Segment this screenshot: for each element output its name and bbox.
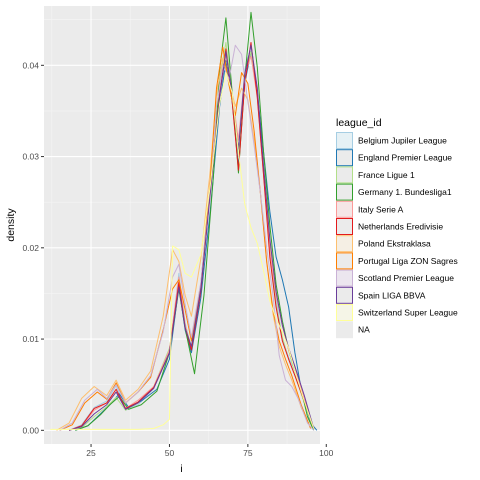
x-tick-label: 25 — [86, 448, 96, 458]
legend-key — [336, 235, 353, 253]
series-lines — [50, 11, 318, 431]
x-tick-label: 75 — [243, 448, 253, 458]
legend-key — [336, 166, 353, 184]
series-line-6 — [56, 57, 312, 431]
series-line-10 — [50, 72, 315, 430]
legend: league_id Belgium Jupiler League England … — [336, 117, 458, 339]
grid-lines — [44, 6, 327, 444]
legend-label: Belgium Jupiler League — [358, 136, 447, 146]
series-line-2 — [68, 42, 315, 431]
legend-label: NA — [358, 325, 370, 335]
legend-key — [336, 200, 353, 218]
x-tick-label: 100 — [319, 448, 333, 458]
legend-title: league_id — [336, 117, 382, 129]
series-line-8 — [59, 44, 315, 431]
legend-key — [336, 183, 353, 201]
legend-key — [336, 149, 353, 167]
legend-key — [336, 252, 353, 270]
y-tick-label: 0.04 — [22, 60, 39, 70]
series-line-1 — [75, 51, 318, 431]
legend-key — [336, 269, 353, 287]
legend-label: Germany 1. Bundesliga1 — [358, 187, 452, 197]
legend-label: England Premier League — [358, 153, 452, 163]
y-tick-label: 0.00 — [22, 425, 39, 435]
legend-key — [336, 132, 353, 149]
legend-label: Portugal Liga ZON Sagres — [358, 256, 458, 266]
series-line-9 — [68, 44, 315, 431]
legend-label: Poland Ekstraklasa — [358, 239, 431, 249]
y-axis-title: density — [5, 208, 17, 242]
y-tick-label: 0.01 — [22, 334, 39, 344]
legend-key — [336, 304, 353, 321]
plot-panel — [44, 6, 320, 444]
legend-label: Scotland Premier League — [358, 273, 454, 283]
legend-key — [336, 218, 353, 235]
legend-label: France Ligue 1 — [358, 170, 415, 180]
legend-label: Netherlands Eredivisie — [358, 222, 443, 232]
legend-key — [336, 321, 353, 339]
x-tick-label: 50 — [165, 448, 175, 458]
legend-key — [336, 286, 353, 304]
legend-label: Spain LIGA BBVA — [358, 290, 426, 300]
legend-label: Italy Serie A — [358, 204, 404, 214]
y-tick-label: 0.02 — [22, 243, 39, 253]
x-axis-title: i — [180, 463, 182, 475]
y-tick-label: 0.03 — [22, 152, 39, 162]
legend-label: Switzerland Super League — [358, 308, 458, 318]
axes: 25 50 75 100 0.00 0.01 0.02 0.03 0.04 — [22, 60, 333, 458]
